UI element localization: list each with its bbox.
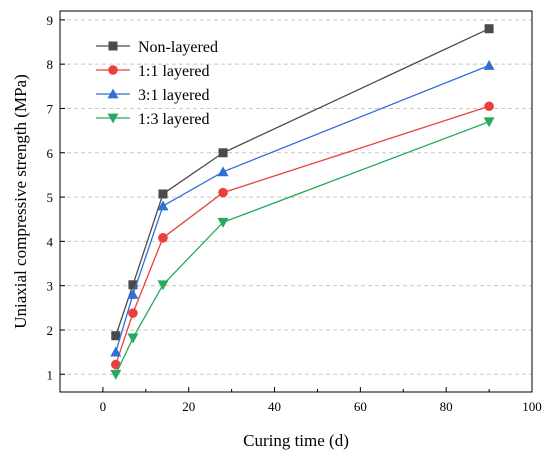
- data-point: [484, 101, 494, 112]
- data-point: [110, 359, 121, 370]
- data-point: [110, 346, 122, 357]
- data-point: [157, 200, 169, 211]
- legend-entry: 1:3 layered: [96, 111, 210, 128]
- x-tick-label: 0: [100, 399, 107, 414]
- x-tick-label: 20: [182, 399, 195, 414]
- series-2: [110, 101, 494, 370]
- legend-entry: 3:1 layered: [96, 87, 210, 104]
- y-axis-title: Uniaxial compressive strength (MPa): [11, 74, 30, 328]
- legend-marker: [108, 65, 118, 75]
- legend-entry: Non-layered: [96, 39, 218, 56]
- series-line: [115, 105, 490, 365]
- legend-label: 3:1 layered: [138, 87, 210, 104]
- x-tick-label: 40: [268, 399, 281, 414]
- data-point: [127, 333, 139, 344]
- series-group: [110, 24, 495, 380]
- data-point: [110, 369, 122, 380]
- y-tick-label: 3: [47, 279, 54, 294]
- y-tick-label: 6: [47, 146, 54, 161]
- data-point: [484, 24, 494, 34]
- x-tick-label: 60: [354, 399, 367, 414]
- data-point: [483, 59, 495, 70]
- y-tick-label: 9: [47, 13, 54, 28]
- legend-marker: [108, 41, 118, 51]
- series-4: [110, 117, 495, 380]
- y-tick-label: 7: [47, 101, 54, 116]
- data-point: [217, 166, 229, 177]
- legend-label: 1:3 layered: [138, 111, 210, 128]
- legend-marker: [107, 88, 119, 99]
- y-tick-label: 8: [47, 57, 54, 72]
- x-tick-label: 100: [522, 399, 542, 414]
- data-point: [128, 308, 138, 318]
- legend-entry: 1:1 layered: [96, 63, 210, 80]
- data-point: [157, 280, 169, 291]
- y-tick-label: 4: [47, 234, 54, 249]
- axis-ticks: 1 2 3 4 5 6 7 8 9 0 20 40 60 80 100: [47, 13, 542, 414]
- legend: Non-layered 1:1 layered 3:1 layered 1:3 lay…: [96, 39, 218, 128]
- data-point: [127, 289, 139, 299]
- series-3: [110, 59, 495, 357]
- legend-label: 1:1 layered: [138, 63, 210, 80]
- legend-label: Non-layered: [138, 39, 218, 56]
- data-point: [218, 148, 228, 158]
- series-1: [111, 24, 494, 341]
- data-point: [128, 280, 138, 290]
- data-point: [218, 187, 228, 198]
- data-point: [158, 233, 168, 243]
- data-point: [158, 189, 168, 199]
- data-point: [483, 117, 495, 128]
- x-axis-title: Curing time (d): [243, 431, 349, 450]
- grid-lines: [60, 19, 532, 375]
- data-point: [217, 217, 229, 228]
- legend-marker: [107, 113, 119, 124]
- x-tick-label: 80: [440, 399, 453, 414]
- series-line: [115, 121, 490, 375]
- plot-frame: [59, 10, 533, 393]
- y-tick-label: 1: [47, 367, 54, 382]
- y-tick-label: 5: [47, 190, 54, 205]
- y-tick-label: 2: [47, 323, 54, 338]
- data-point: [111, 331, 121, 341]
